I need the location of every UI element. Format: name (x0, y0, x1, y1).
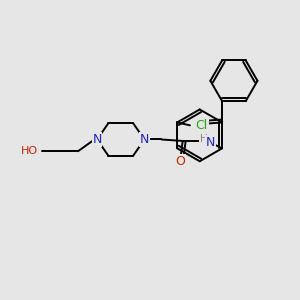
Text: N: N (206, 136, 215, 149)
Text: O: O (198, 117, 208, 130)
Text: O: O (176, 155, 185, 168)
Text: N: N (92, 133, 102, 146)
Text: Cl: Cl (195, 119, 207, 132)
Text: H: H (200, 134, 208, 145)
Text: HO: HO (21, 146, 38, 156)
Text: N: N (140, 133, 149, 146)
